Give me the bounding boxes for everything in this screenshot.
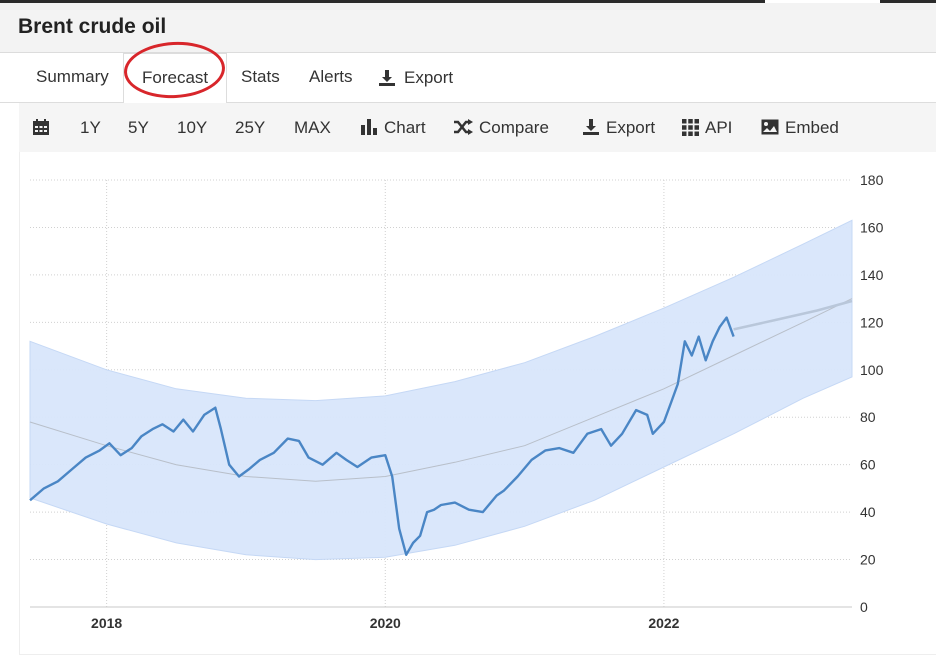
x-tick-label: 2018 bbox=[91, 615, 122, 631]
grid-icon bbox=[682, 118, 699, 136]
embed-button[interactable]: Embed bbox=[761, 103, 839, 151]
tab-export[interactable]: Export bbox=[378, 53, 453, 102]
api-button-label: API bbox=[705, 117, 733, 137]
y-tick-label: 0 bbox=[860, 599, 868, 615]
range-max-button[interactable]: MAX bbox=[294, 117, 331, 137]
page-title: Brent crude oil bbox=[18, 15, 167, 38]
trend-line bbox=[29, 298, 853, 482]
y-tick-label: 80 bbox=[860, 409, 876, 425]
y-tick-label: 140 bbox=[860, 267, 884, 283]
tab-export-label: Export bbox=[404, 67, 454, 87]
forecast-line bbox=[733, 299, 853, 331]
y-tick-label: 60 bbox=[860, 457, 876, 473]
forecast-band bbox=[29, 219, 853, 561]
export-button-label: Export bbox=[606, 117, 656, 137]
compare-button[interactable]: Compare bbox=[453, 103, 549, 151]
export-button[interactable]: Export bbox=[582, 103, 655, 151]
range-5y-button[interactable]: 5Y bbox=[128, 117, 149, 137]
download-icon bbox=[583, 119, 599, 135]
image-icon bbox=[761, 119, 779, 135]
y-tick-label: 100 bbox=[860, 362, 884, 378]
tab-alerts[interactable]: Alerts bbox=[309, 67, 353, 86]
calendar-button[interactable] bbox=[32, 103, 50, 151]
tab-forecast[interactable]: Forecast bbox=[123, 53, 228, 104]
price-forecast-chart: 0 20 40 60 80 100 120 140 160 180 2018 2020 2022 bbox=[29, 172, 884, 631]
shuffle-icon bbox=[454, 119, 473, 135]
x-tick-label: 2022 bbox=[648, 615, 679, 631]
download-icon bbox=[379, 69, 395, 86]
title-bar: Brent crude oil bbox=[0, 3, 936, 53]
price-series-line bbox=[29, 316, 735, 556]
api-button[interactable]: API bbox=[682, 103, 732, 151]
y-tick-label: 180 bbox=[860, 172, 884, 188]
top-border bbox=[0, 0, 765, 3]
y-tick-label: 40 bbox=[860, 504, 876, 520]
y-tick-label: 120 bbox=[860, 314, 884, 330]
compare-button-label: Compare bbox=[479, 117, 549, 137]
embed-button-label: Embed bbox=[785, 117, 839, 137]
chart-button[interactable]: Chart bbox=[360, 103, 426, 151]
range-10y-button[interactable]: 10Y bbox=[177, 117, 208, 137]
top-border-right bbox=[880, 0, 936, 3]
chart-toolbar: 1Y 5Y 10Y 25Y MAX Chart Compare Export bbox=[19, 103, 936, 153]
tab-bar: Summary Forecast Stats Alerts Export bbox=[0, 53, 936, 104]
chart-area: 0 20 40 60 80 100 120 140 160 180 2018 2020 2022 bbox=[19, 152, 936, 655]
y-tick-label: 20 bbox=[860, 552, 876, 568]
tab-stats[interactable]: Stats bbox=[241, 67, 280, 86]
chart-button-label: Chart bbox=[384, 117, 426, 137]
range-1y-button[interactable]: 1Y bbox=[80, 117, 101, 137]
bar-chart-icon bbox=[361, 119, 377, 135]
calendar-icon bbox=[33, 119, 49, 135]
tab-summary[interactable]: Summary bbox=[36, 67, 109, 86]
y-tick-label: 160 bbox=[860, 219, 884, 235]
x-tick-label: 2020 bbox=[370, 615, 401, 631]
range-25y-button[interactable]: 25Y bbox=[235, 117, 266, 137]
